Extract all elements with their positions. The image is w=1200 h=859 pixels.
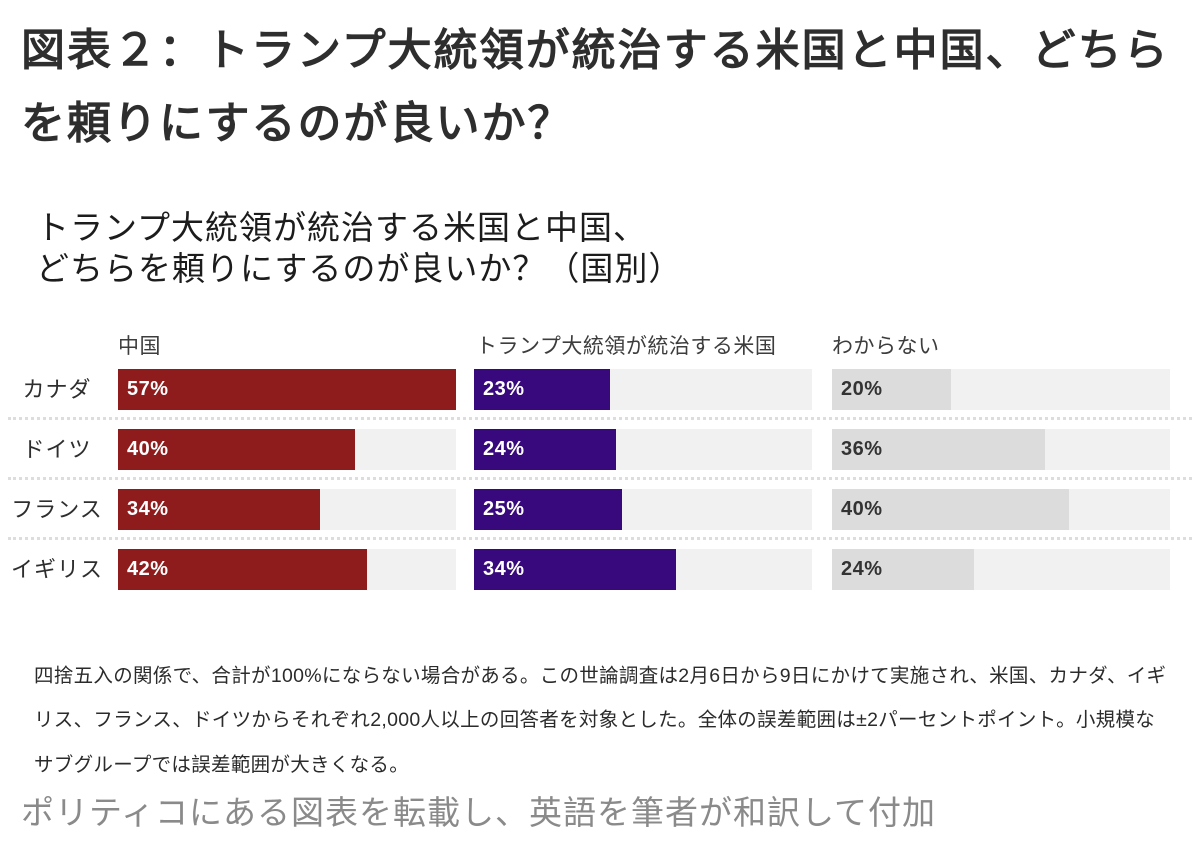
chart-title: トランプ大統領が統治する米国と中国、 どちらを頼りにするのが良いか？（国別） <box>36 209 683 287</box>
bar-track: 25% <box>474 489 812 530</box>
row-separator-1 <box>8 417 1192 420</box>
bar-track: 36% <box>832 429 1170 470</box>
bar-value-label: 40% <box>127 438 169 460</box>
bar-value-label: 42% <box>127 558 169 580</box>
bar-track: 24% <box>832 549 1170 590</box>
bar-track: 42% <box>118 549 456 590</box>
bar-value-label: 36% <box>841 438 883 460</box>
value-bar: 34% <box>474 549 676 590</box>
bar-track: 23% <box>474 369 812 410</box>
bar-value-label: 24% <box>483 438 525 460</box>
bar-track: 20% <box>832 369 1170 410</box>
bar-track: 57% <box>118 369 456 410</box>
bar-track: 34% <box>118 489 456 530</box>
row-label-3: フランス <box>11 497 103 522</box>
source-caption: ポリティコにある図表を転載し、英語を筆者が和訳して付加 <box>21 794 937 831</box>
chart-footnote: 四捨五入の関係で、合計が100%にならない場合がある。この世論調査は2月6日から… <box>34 664 1167 776</box>
value-bar: 42% <box>118 549 367 590</box>
bar-value-label: 40% <box>841 498 883 520</box>
value-bar: 40% <box>832 489 1069 530</box>
bar-track: 24% <box>474 429 812 470</box>
row-label-2: ドイツ <box>22 437 92 462</box>
value-bar: 34% <box>118 489 320 530</box>
value-bar: 24% <box>474 429 616 470</box>
value-bar: 24% <box>832 549 974 590</box>
value-bar: 57% <box>118 369 456 410</box>
row-separator-3 <box>8 537 1192 540</box>
value-bar: 40% <box>118 429 355 470</box>
series-header-dont-know: わからない <box>832 335 940 358</box>
value-bar: 36% <box>832 429 1045 470</box>
bar-value-label: 20% <box>841 378 883 400</box>
series-header-china: 中国 <box>118 335 161 358</box>
bar-value-label: 34% <box>483 558 525 580</box>
bar-value-label: 34% <box>127 498 169 520</box>
bar-value-label: 57% <box>127 378 169 400</box>
bar-value-label: 23% <box>483 378 525 400</box>
bar-track: 40% <box>118 429 456 470</box>
bar-track: 40% <box>832 489 1170 530</box>
row-label-1: カナダ <box>22 377 92 402</box>
value-bar: 20% <box>832 369 951 410</box>
page-title: 図表２：トランプ大統領が統治する米国と中国、どちらを頼りにするのが良いか？ <box>21 26 1170 148</box>
series-header-trump-us: トランプ大統領が統治する米国 <box>476 335 777 358</box>
value-bar: 23% <box>474 369 610 410</box>
bar-value-label: 24% <box>841 558 883 580</box>
bar-track: 34% <box>474 549 812 590</box>
bar-value-label: 25% <box>483 498 525 520</box>
row-label-4: イギリス <box>10 557 103 582</box>
row-separator-2 <box>8 477 1192 480</box>
value-bar: 25% <box>474 489 622 530</box>
